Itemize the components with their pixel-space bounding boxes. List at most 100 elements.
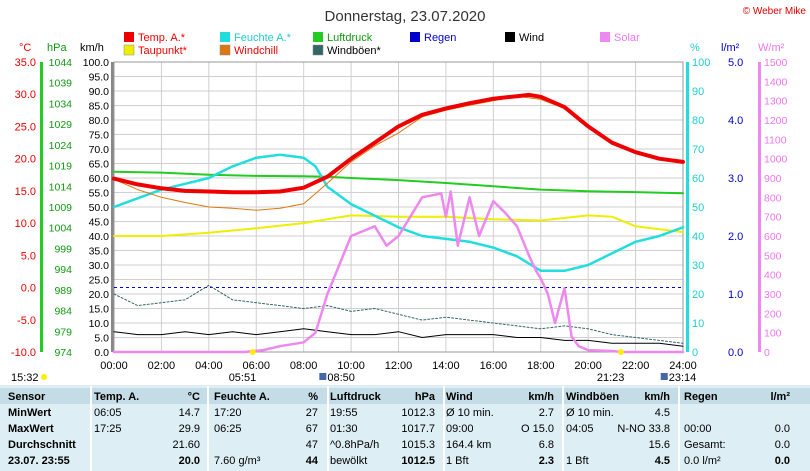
table-cell: 00:00 (684, 423, 712, 435)
moonrise-time: 08:50 (327, 372, 355, 384)
legend-label: Windchill (234, 45, 278, 57)
hpa-tick-label: 1014 (49, 181, 73, 193)
legend-swatch (219, 44, 231, 56)
table-header: l/m² (770, 391, 790, 403)
legend-label: Taupunkt* (138, 45, 188, 57)
table-header: Sensor (8, 391, 46, 403)
table-cell (740, 406, 790, 420)
legend-swatch (410, 32, 420, 42)
table-cell: ^0.8hPa/h (330, 439, 380, 451)
hpa-tick-label: 974 (54, 347, 72, 359)
chart-title: Donnerstag, 23.07.2020 (325, 8, 486, 25)
weather-chart: Donnerstag, 23.07.2020 © Weber Mike Temp… (10, 6, 807, 384)
table-header: Windböen (566, 391, 620, 403)
series-lines (112, 92, 685, 354)
wm2-tick-label: 1000 (764, 154, 788, 166)
table-cell: 04:05 (566, 423, 594, 435)
table-cell: 19:55 (330, 407, 358, 419)
table-cell: 7.60 g/m³ (214, 455, 261, 467)
table-cell: bewölkt (330, 455, 368, 467)
table-divider (327, 386, 329, 471)
sunrise-time: 05:51 (229, 372, 257, 384)
table-cell: 0.0 l/m² (684, 455, 721, 467)
series-windb-en (113, 284, 684, 344)
wm2-tick-label: 1300 (764, 96, 788, 108)
lm2-tick-label: 3.0 (728, 173, 743, 185)
wm2-tick-label: 1400 (764, 76, 788, 88)
time-tick-label: 18:00 (527, 360, 555, 372)
time-tick-label: 08:00 (290, 360, 318, 372)
percent-tick-label: 0 (692, 347, 698, 359)
percent-tick-label: 10 (692, 318, 704, 330)
kmh-tick-label: 5.0 (94, 333, 109, 345)
unit-lm2: l/m² (721, 42, 740, 54)
percent-tick-label: 50 (692, 202, 704, 214)
table-cell: 27 (305, 407, 318, 419)
table-cell (94, 438, 149, 452)
series-wind (113, 328, 684, 347)
hpa-tick-label: 1034 (49, 98, 73, 110)
kmh-axis-bar (111, 62, 114, 352)
lm2-tick-label: 5.0 (728, 57, 743, 69)
time-tick-label: 10:00 (337, 360, 365, 372)
celsius-tick-label: 35.0 (15, 57, 36, 69)
table-cell: 0.0 (774, 439, 790, 451)
hpa-tick-label: 1009 (49, 202, 73, 214)
table-cell: 29.9 (178, 423, 200, 435)
hpa-tick-label: 984 (54, 306, 72, 318)
table-header: °C (187, 391, 200, 403)
wm2-tick-label: 100 (764, 328, 782, 340)
time-tick-label: 00:00 (100, 360, 128, 372)
kmh-tick-label: 40.0 (89, 231, 110, 243)
wm2-tick-label: 800 (764, 192, 782, 204)
table-cell: 6.8 (538, 439, 554, 451)
table-header: Regen (684, 391, 718, 403)
moon-icon (319, 373, 327, 380)
kmh-tick-label: 0.0 (94, 347, 109, 359)
unit-kmh: km/h (80, 42, 104, 54)
celsius-tick-label: 15.0 (15, 186, 36, 198)
table-cell: 17:25 (94, 423, 122, 435)
percent-tick-label: 90 (692, 86, 704, 98)
legend-label: Solar (614, 32, 640, 44)
legend-swatch (505, 32, 515, 42)
table-cell: 44 (305, 455, 318, 467)
table-cell: MinWert (8, 407, 52, 419)
first-time: 15:32 (11, 372, 39, 384)
table-header: hPa (414, 391, 435, 403)
table-cell: 1012.3 (401, 407, 435, 419)
kmh-tick-label: 45.0 (89, 217, 110, 229)
kmh-tick-label: 10.0 (89, 318, 110, 330)
time-tick-label: 20:00 (574, 360, 602, 372)
kmh-tick-label: 20.0 (89, 289, 110, 301)
legend-label: Feuchte A.* (234, 32, 292, 44)
wm2-tick-label: 200 (764, 308, 782, 320)
table-cell: 2.3 (538, 455, 554, 467)
kmh-tick-label: 95.0 (89, 72, 110, 84)
kmh-tick-label: 15.0 (89, 304, 110, 316)
table-cell: N-NO 33.8 (617, 423, 670, 435)
table-divider (678, 386, 680, 471)
celsius-tick-label: 10.0 (15, 218, 36, 230)
legend-swatch (124, 32, 134, 42)
table-cell: 20.0 (178, 455, 200, 467)
legend-swatch (600, 32, 610, 42)
percent-tick-label: 30 (692, 260, 704, 272)
kmh-tick-label: 30.0 (89, 260, 110, 272)
table-cell: 0.0 (774, 423, 790, 435)
celsius-tick-label: 30.0 (15, 89, 36, 101)
kmh-tick-label: 55.0 (89, 188, 110, 200)
table-cell: 14.7 (178, 407, 200, 419)
moon-icon (660, 373, 668, 380)
hpa-tick-label: 1004 (49, 223, 73, 235)
hpa-axis-bar (40, 62, 43, 352)
kmh-tick-label: 60.0 (89, 173, 110, 185)
kmh-tick-label: 80.0 (89, 115, 110, 127)
unit-percent: % (690, 42, 700, 54)
wm2-tick-label: 400 (764, 270, 782, 282)
wm2-tick-label: 500 (764, 250, 782, 262)
table-cell (94, 454, 149, 468)
table-cell: 164.4 km (446, 439, 492, 451)
stats-header-row (0, 388, 810, 404)
table-header: % (308, 391, 318, 403)
